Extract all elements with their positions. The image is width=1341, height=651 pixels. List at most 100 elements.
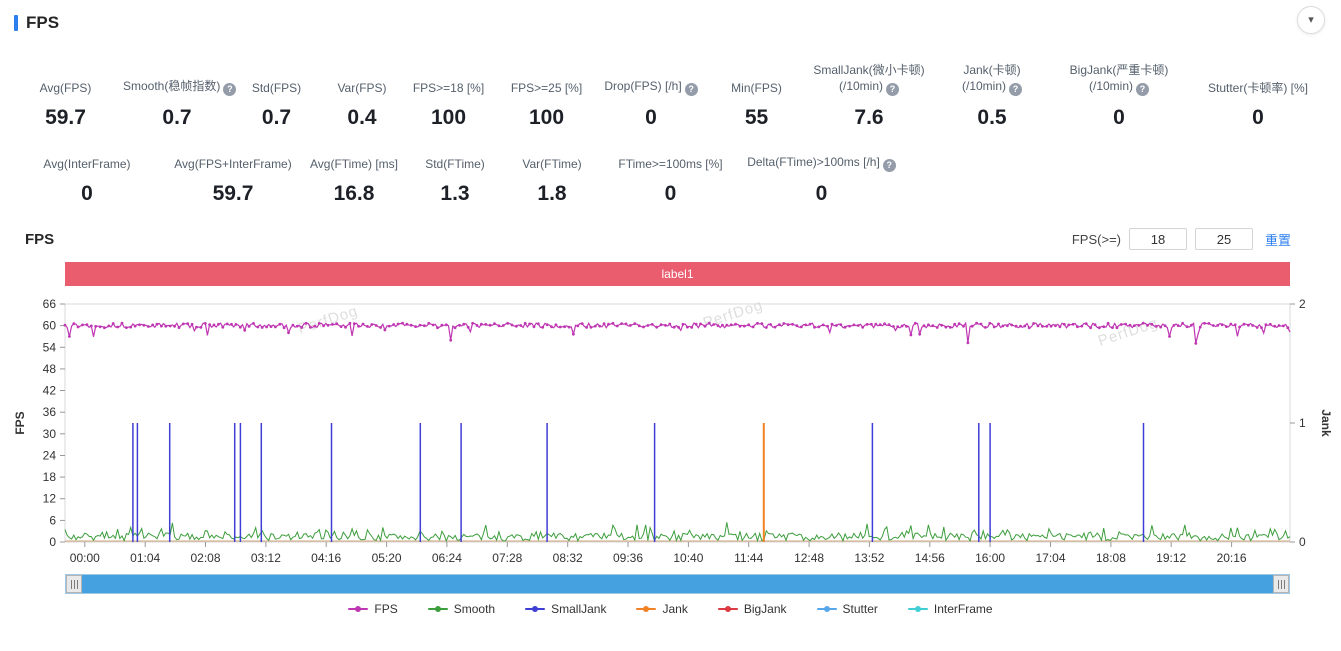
legend-label: Smooth	[453, 602, 496, 616]
stat-label: Stutter(卡顿率) [%]	[1207, 81, 1308, 95]
svg-text:16:00: 16:00	[975, 551, 1005, 565]
stat-value: 16.8	[333, 182, 375, 205]
stat-item: Jank(卡顿) (/10min)? 0.5	[929, 62, 1055, 130]
stat-item: Smooth(稳帧指数)? 0.7	[123, 62, 237, 130]
legend-marker-icon	[636, 605, 657, 613]
svg-text:07:28: 07:28	[492, 551, 522, 565]
stat-item: Std(FPS) 0.7	[231, 62, 322, 130]
legend-label: SmallJank	[551, 602, 607, 616]
datazoom-slider[interactable]	[65, 574, 1290, 594]
stat-item: FPS>=18 [%] 100	[402, 62, 495, 130]
stat-value: 100	[430, 106, 467, 129]
stat-item: Avg(InterFrame) 0	[8, 154, 166, 206]
stat-item: Avg(FPS+InterFrame) 59.7	[166, 154, 300, 206]
stat-label: FTime>=100ms [%]	[618, 157, 723, 171]
stat-label: Drop(FPS) [/h]?	[598, 78, 704, 96]
svg-text:60: 60	[43, 319, 57, 333]
fps-threshold-label: FPS(>=)	[1071, 231, 1121, 247]
legend-marker-icon	[427, 605, 448, 613]
svg-text:10:40: 10:40	[673, 551, 703, 565]
svg-text:14:56: 14:56	[915, 551, 945, 565]
legend-item-bigjank[interactable]: BigJank	[717, 602, 787, 616]
page-title: FPS	[26, 13, 60, 32]
svg-text:PerfDog: PerfDog	[296, 302, 360, 337]
stat-label: Avg(FPS+InterFrame)	[174, 157, 292, 171]
collapse-button[interactable]: ▾	[1297, 6, 1325, 34]
help-icon[interactable]: ?	[223, 83, 237, 96]
help-icon[interactable]: ?	[1009, 83, 1022, 96]
threshold-input-low[interactable]	[1128, 228, 1187, 250]
stat-value: 0.7	[162, 106, 192, 129]
help-icon[interactable]: ?	[886, 83, 899, 96]
svg-text:09:36: 09:36	[613, 551, 643, 565]
stat-value: 0	[81, 182, 93, 205]
legend-marker-icon	[348, 605, 369, 613]
banner-label: label1	[661, 267, 694, 281]
svg-text:66: 66	[43, 297, 57, 311]
svg-text:12: 12	[43, 492, 57, 506]
stat-item: Avg(FTime) [ms] 16.8	[300, 154, 408, 206]
legend-item-fps[interactable]: FPS	[348, 602, 398, 616]
stat-value: 1.3	[440, 182, 470, 205]
svg-text:FPS: FPS	[13, 411, 27, 434]
stat-value: 0.7	[261, 106, 292, 129]
reset-link[interactable]: 重置	[1264, 232, 1291, 248]
stat-label: FPS>=18 [%]	[412, 81, 485, 95]
svg-text:19:12: 19:12	[1156, 551, 1186, 565]
stat-item: SmallJank(微小卡顿) (/10min)? 7.6	[809, 62, 929, 130]
legend-item-smooth[interactable]: Smooth	[427, 602, 496, 616]
svg-text:PerfDog: PerfDog	[1096, 314, 1160, 349]
svg-text:12:48: 12:48	[794, 551, 824, 565]
threshold-input-high[interactable]	[1194, 228, 1253, 250]
svg-text:24: 24	[43, 449, 57, 463]
legend-label: Jank	[662, 602, 688, 616]
stat-value: 0.4	[347, 106, 377, 129]
stat-value: 55	[744, 106, 769, 129]
svg-text:0: 0	[49, 535, 56, 549]
legend-item-stutter[interactable]: Stutter	[816, 602, 878, 616]
help-icon[interactable]: ?	[882, 159, 896, 172]
stat-value: 1.8	[537, 182, 567, 205]
svg-text:02:08: 02:08	[190, 551, 220, 565]
legend-marker-icon	[907, 605, 928, 613]
svg-text:20:16: 20:16	[1217, 551, 1247, 565]
svg-text:Jank: Jank	[1319, 409, 1333, 437]
stat-item: Var(FTime) 1.8	[502, 154, 602, 206]
stat-value: 59.7	[212, 182, 254, 205]
svg-text:18: 18	[43, 470, 57, 484]
chart-header: FPS FPS(>=) 重置	[25, 228, 1291, 250]
fps-panel: FPS ▾ Avg(FPS) 59.7 Smooth(稳帧指数)? 0.7 Std(FP…	[0, 6, 1341, 616]
label-banner: label1	[65, 262, 1290, 286]
legend-label: InterFrame	[933, 602, 993, 616]
legend-item-jank[interactable]: Jank	[636, 602, 688, 616]
stat-label: Delta(FTime)>100ms [/h]?	[739, 154, 904, 172]
stat-item: Min(FPS) 55	[704, 62, 809, 130]
stat-item: Var(FPS) 0.4	[322, 62, 402, 130]
stat-label: Var(FTime)	[522, 157, 582, 171]
svg-text:08:32: 08:32	[553, 551, 583, 565]
help-icon[interactable]: ?	[1136, 83, 1149, 96]
svg-text:1: 1	[1299, 416, 1306, 430]
datazoom-fill[interactable]	[82, 575, 1273, 593]
stat-value: 0	[815, 182, 828, 205]
stat-item: Std(FTime) 1.3	[408, 154, 502, 206]
svg-text:01:04: 01:04	[130, 551, 160, 565]
stat-item: FPS>=25 [%] 100	[495, 62, 598, 130]
svg-text:30: 30	[43, 427, 57, 441]
stats-row-2: Avg(InterFrame) 0 Avg(FPS+InterFrame) 59.7 A…	[0, 154, 1341, 206]
stat-label: Std(FTime)	[425, 157, 485, 171]
stat-value: 0	[1113, 106, 1125, 129]
chart-legend: FPS Smooth SmallJank Jank BigJank Stutter Inte…	[0, 602, 1341, 616]
legend-item-smalljank[interactable]: SmallJank	[525, 602, 606, 616]
svg-text:42: 42	[43, 384, 57, 398]
svg-text:36: 36	[43, 405, 57, 419]
datazoom-right-handle[interactable]	[1273, 575, 1289, 593]
stat-label: FPS>=25 [%]	[510, 81, 583, 95]
datazoom-left-handle[interactable]	[66, 575, 82, 593]
legend-item-interframe[interactable]: InterFrame	[907, 602, 993, 616]
stat-label: Std(FPS)	[251, 81, 302, 95]
fps-chart-canvas[interactable]: PerfDog PerfDogPerfDog0612182430364248546…	[0, 288, 1341, 570]
stat-label: Avg(FTime) [ms]	[309, 157, 398, 171]
help-icon[interactable]: ?	[684, 83, 698, 96]
stat-value: 59.7	[45, 106, 86, 129]
